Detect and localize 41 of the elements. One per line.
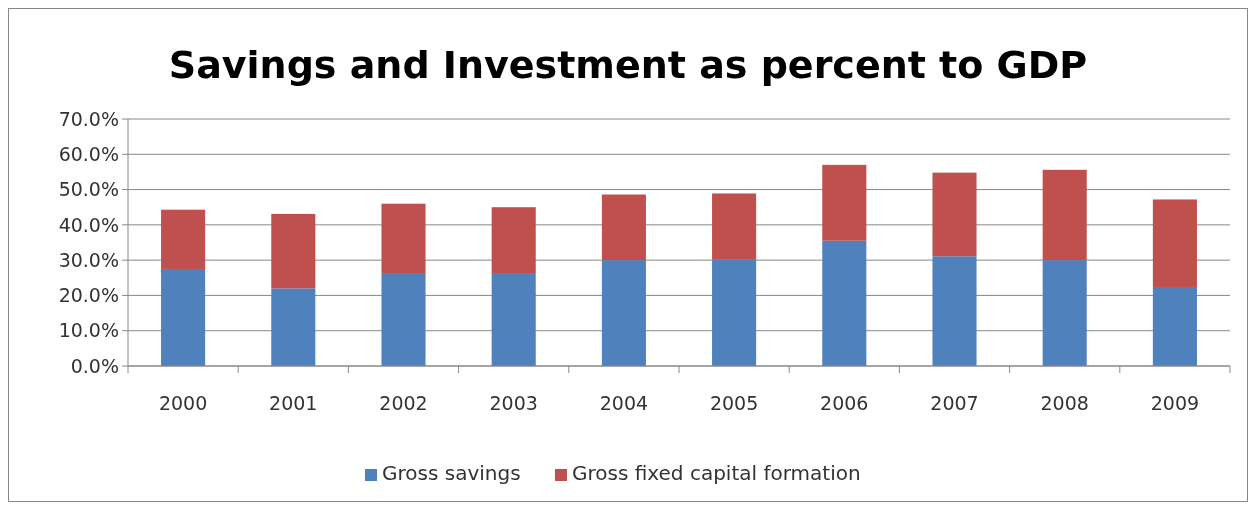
x-tick-label: 2008 bbox=[1040, 392, 1089, 414]
bar bbox=[271, 288, 316, 366]
x-tick-label: 2003 bbox=[489, 392, 538, 414]
y-tick-label: 20.0% bbox=[58, 284, 119, 307]
bar bbox=[491, 207, 536, 274]
bar bbox=[712, 259, 757, 366]
bar bbox=[822, 164, 867, 241]
bar bbox=[381, 203, 426, 274]
y-tick-label: 0.0% bbox=[70, 354, 119, 377]
bar bbox=[932, 172, 977, 257]
y-tick-label: 70.0% bbox=[58, 107, 119, 130]
bar bbox=[271, 213, 316, 289]
bar bbox=[161, 209, 206, 269]
bar bbox=[1152, 286, 1197, 366]
y-tick-label: 30.0% bbox=[58, 248, 119, 271]
x-tick-label: 2006 bbox=[820, 392, 869, 414]
bar bbox=[712, 193, 757, 260]
x-tick-label: 2000 bbox=[158, 392, 208, 414]
legend-label: Gross fixed capital formation bbox=[572, 461, 861, 485]
x-tick-label: 2004 bbox=[599, 392, 649, 414]
bar bbox=[1042, 260, 1087, 366]
bar bbox=[381, 273, 426, 366]
x-tick-label: 2009 bbox=[1150, 392, 1200, 414]
bar bbox=[601, 260, 646, 366]
bar bbox=[161, 268, 206, 366]
bar bbox=[491, 273, 536, 366]
x-tick-label: 2007 bbox=[930, 392, 979, 414]
bar bbox=[1042, 169, 1087, 261]
y-tick-label: 40.0% bbox=[58, 213, 119, 236]
bar bbox=[601, 194, 646, 261]
y-tick-label: 10.0% bbox=[58, 319, 119, 342]
bar bbox=[1152, 199, 1197, 287]
y-tick-label: 50.0% bbox=[58, 178, 119, 201]
legend-label: Gross savings bbox=[382, 461, 521, 485]
x-tick-label: 2002 bbox=[379, 392, 428, 414]
chart-title: Savings and Investment as percent to GDP bbox=[168, 43, 1088, 87]
bar bbox=[932, 256, 977, 366]
y-tick-label: 60.0% bbox=[58, 142, 119, 165]
x-tick-label: 2001 bbox=[269, 392, 318, 414]
x-tick-label: 2005 bbox=[709, 392, 759, 414]
bar bbox=[822, 240, 867, 366]
